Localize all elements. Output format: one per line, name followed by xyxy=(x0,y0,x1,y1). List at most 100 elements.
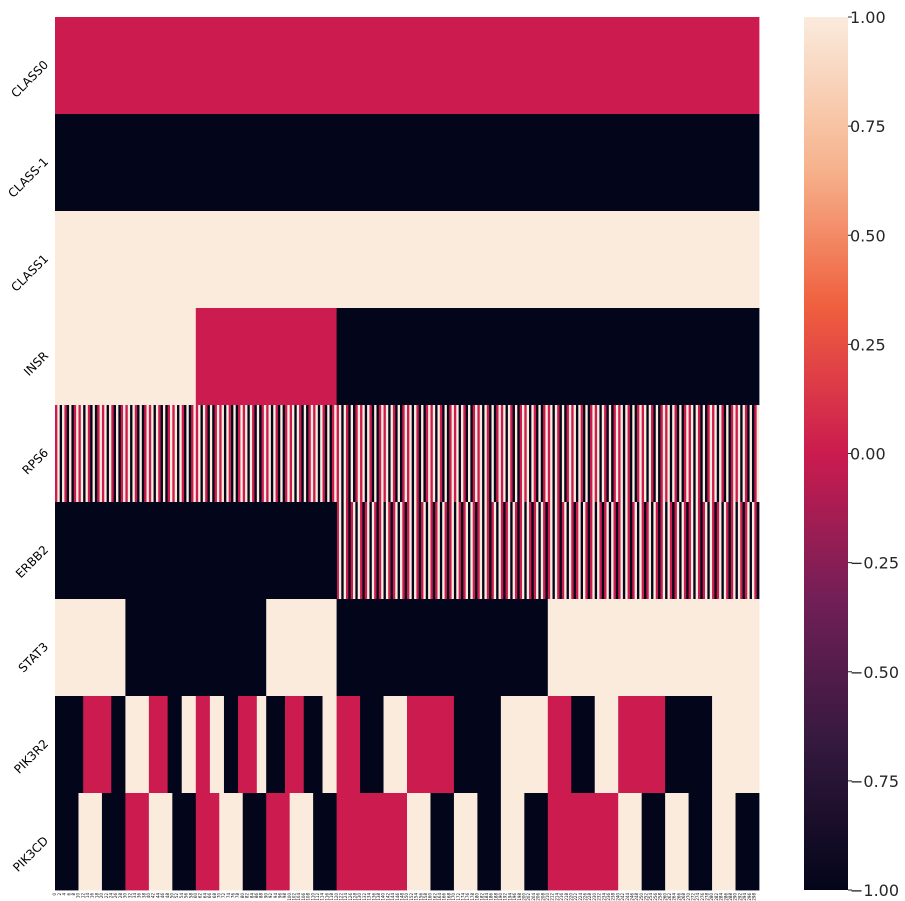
heatmap-cell xyxy=(395,502,399,600)
column-tick-label: 18 xyxy=(94,893,99,899)
heatmap-cell xyxy=(444,405,448,503)
column-tick-label: 34 xyxy=(132,893,137,899)
column-tick-label: 128 xyxy=(353,893,358,901)
heatmap-cell xyxy=(634,502,638,600)
heatmap-cell xyxy=(583,502,586,600)
heatmap-cell xyxy=(608,405,612,503)
heatmap-cell xyxy=(209,696,225,794)
heatmap-cell xyxy=(367,405,370,503)
heatmap-cell xyxy=(404,502,408,600)
heatmap-cell xyxy=(151,405,154,503)
colorbar-tick-label: −1.00 xyxy=(850,881,899,900)
heatmap-cell xyxy=(423,405,427,503)
column-tick-label: 66 xyxy=(207,893,212,899)
column-tick-label: 182 xyxy=(479,893,484,901)
heatmap-cell xyxy=(526,502,530,600)
heatmap-cell xyxy=(512,405,516,503)
heatmap-cell xyxy=(493,502,497,600)
heatmap-cell xyxy=(336,793,408,891)
heatmap-cell xyxy=(336,405,340,503)
column-tick-label: 148 xyxy=(399,893,404,901)
heatmap-cell xyxy=(57,405,61,503)
heatmap-cell xyxy=(533,405,537,503)
heatmap-cell xyxy=(756,405,760,503)
heatmap-cell xyxy=(644,405,647,503)
heatmap-cell xyxy=(153,405,157,503)
column-tick-label: 156 xyxy=(418,893,423,901)
heatmap-cell xyxy=(383,405,387,503)
column-tick-label: 298 xyxy=(751,893,756,901)
column-tick-label: 186 xyxy=(489,893,494,901)
column-tick-label: 178 xyxy=(470,893,475,901)
heatmap-cell xyxy=(702,502,706,600)
heatmap-cell xyxy=(383,502,387,600)
column-tick-label: 276 xyxy=(700,893,705,901)
heatmap-cell xyxy=(683,405,687,503)
heatmap-cell xyxy=(716,502,720,600)
heatmap-cell xyxy=(313,405,316,503)
heatmap-cell xyxy=(146,405,150,503)
heatmap-cell xyxy=(231,405,234,503)
heatmap-cell xyxy=(451,405,455,503)
heatmap-cell xyxy=(510,502,513,600)
heatmap-cell xyxy=(641,502,645,600)
column-tick-label: 228 xyxy=(587,893,592,901)
heatmap-cell xyxy=(282,405,286,503)
column-tick-label: 102 xyxy=(292,893,297,901)
column-tick-label: 220 xyxy=(568,893,573,901)
heatmap-cell xyxy=(55,211,760,309)
heatmap-cell xyxy=(76,405,79,503)
heatmap-cell xyxy=(482,502,485,600)
column-tick-label: 40 xyxy=(146,893,151,899)
heatmap-cell xyxy=(392,405,396,503)
heatmap-cell xyxy=(477,793,502,891)
heatmap-cell xyxy=(207,405,211,503)
heatmap-cell xyxy=(364,405,368,503)
row-label: INSR xyxy=(21,349,51,379)
column-tick-label: 216 xyxy=(559,893,564,901)
heatmap-cell xyxy=(697,405,701,503)
heatmap-cell xyxy=(660,405,664,503)
column-tick-label: 82 xyxy=(245,893,250,899)
heatmap-cell xyxy=(580,502,584,600)
heatmap-cell xyxy=(592,502,596,600)
heatmap-cell xyxy=(500,405,504,503)
heatmap-cell xyxy=(536,502,539,600)
column-tick-label: 134 xyxy=(367,893,372,901)
column-tick-label: 204 xyxy=(531,893,536,901)
heatmap-cells xyxy=(55,17,760,891)
heatmap-cell xyxy=(409,502,413,600)
heatmap-cell xyxy=(385,502,389,600)
heatmap-cell xyxy=(529,405,532,503)
column-tick-label: 214 xyxy=(554,893,559,901)
column-tick-label: 60 xyxy=(193,893,198,899)
heatmap-cell xyxy=(641,405,645,503)
heatmap-cell xyxy=(470,502,474,600)
column-tick-label: 244 xyxy=(625,893,630,901)
heatmap-cell xyxy=(336,308,760,406)
heatmap-cell xyxy=(324,405,328,503)
column-tick-label: 90 xyxy=(263,893,268,899)
heatmap-cell xyxy=(94,405,98,503)
heatmap-cell xyxy=(679,502,682,600)
column-tick-label: 76 xyxy=(231,893,236,899)
heatmap-cell xyxy=(456,405,460,503)
column-tick-label: 78 xyxy=(235,893,240,899)
heatmap-cell xyxy=(428,502,431,600)
heatmap-cell xyxy=(202,405,206,503)
heatmap-cell xyxy=(259,405,262,503)
heatmap-cell xyxy=(712,405,715,503)
heatmap-cell xyxy=(618,502,621,600)
heatmap-cell xyxy=(263,405,267,503)
heatmap-cell xyxy=(289,405,293,503)
heatmap-cell xyxy=(601,405,605,503)
heatmap-cell xyxy=(477,405,481,503)
heatmap-cell xyxy=(486,405,490,503)
column-tick-label: 174 xyxy=(460,893,465,901)
heatmap-cell xyxy=(667,405,671,503)
heatmap-cell xyxy=(458,405,462,503)
heatmap-cell xyxy=(125,405,129,503)
heatmap-cell xyxy=(435,502,438,600)
heatmap-cell xyxy=(442,405,445,503)
heatmap-cell xyxy=(242,405,246,503)
